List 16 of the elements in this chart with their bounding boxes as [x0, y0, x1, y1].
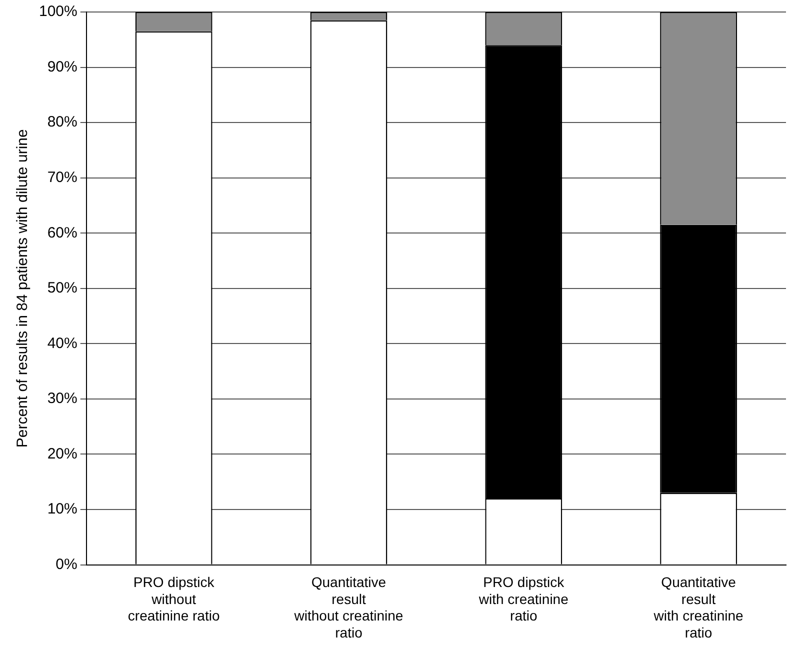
y-tick-label: 10% — [47, 500, 78, 518]
x-tick-label: Quantitative result with creatinine ratio — [652, 574, 744, 640]
y-tick-label: 60% — [47, 224, 78, 242]
y-tick-label: 90% — [47, 58, 78, 76]
y-tick-label: 50% — [47, 280, 78, 297]
y-tick-label: 20% — [47, 445, 78, 462]
x-tick-label: Quantitative result without creatinine ratio — [293, 574, 404, 640]
y-tick-label: 100% — [38, 3, 78, 20]
y-axis-title: Percent of results in 84 patients with dilute urine — [14, 129, 32, 448]
y-tick-label: 70% — [47, 168, 78, 186]
y-tick-label: 40% — [47, 334, 78, 352]
y-tick-label: 80% — [47, 114, 78, 131]
x-tick-label: PRO dipstick without creatinine ratio — [128, 574, 220, 624]
y-tick-label: 30% — [47, 390, 78, 408]
y-tick-label: 0% — [56, 556, 78, 573]
x-tick-label: PRO dipstick with creatinine ratio — [478, 574, 569, 624]
